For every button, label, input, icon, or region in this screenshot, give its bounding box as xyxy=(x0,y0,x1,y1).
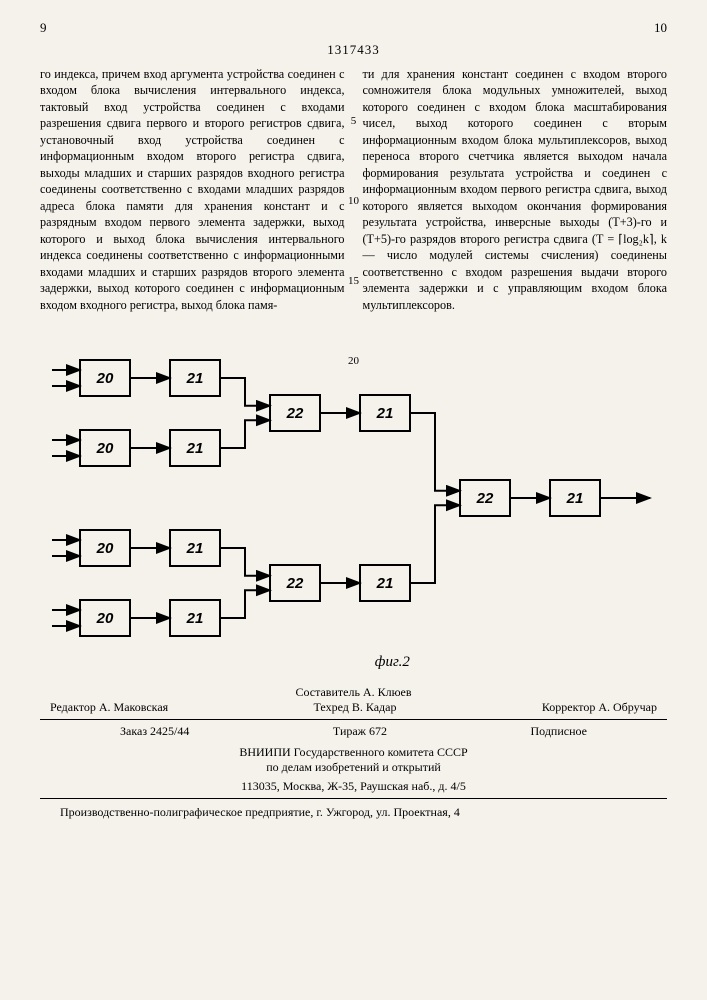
patent-number: 1317433 xyxy=(40,42,667,58)
connector xyxy=(410,505,460,583)
block-label: 21 xyxy=(186,370,204,387)
block-label: 21 xyxy=(376,575,394,592)
figure-label: фиг.2 xyxy=(375,654,410,671)
connector xyxy=(410,413,460,491)
block-label: 21 xyxy=(186,610,204,627)
compiler: Составитель А. Клюев xyxy=(40,685,667,700)
block-diagram-fig2: 20 21 20 21 22 21 20 21 20 21 22 21 22 21 фиг.2 xyxy=(40,325,660,675)
column-left: го индекса, причем вход аргумента устрой… xyxy=(40,66,345,313)
block-label: 22 xyxy=(286,575,304,592)
block-label: 21 xyxy=(376,405,394,422)
connector xyxy=(220,420,270,448)
text-columns: го индекса, причем вход аргумента устрой… xyxy=(40,66,667,313)
block-label: 20 xyxy=(96,440,114,457)
block-label: 21 xyxy=(186,540,204,557)
page-number-left: 9 xyxy=(40,20,47,36)
block-label: 22 xyxy=(286,405,304,422)
block-label: 21 xyxy=(566,490,584,507)
production-info: Производственно-полиграфическое предприя… xyxy=(40,805,667,820)
org-line-2: по делам изобретений и открытий xyxy=(40,760,667,775)
line-number: 10 xyxy=(344,194,364,209)
corrector: Корректор А. Обручар xyxy=(542,700,657,715)
signed-label: Подписное xyxy=(531,724,588,739)
block-label: 20 xyxy=(96,610,114,627)
block-label: 21 xyxy=(186,440,204,457)
techred: Техред В. Кадар xyxy=(314,700,397,715)
column-right: ти для хранения констант соединен с вход… xyxy=(363,66,668,313)
connector xyxy=(220,590,270,618)
footer: Составитель А. Клюев Редактор А. Маковск… xyxy=(40,685,667,820)
org-line-1: ВНИИПИ Государственного комитета СССР xyxy=(40,745,667,760)
page-number-right: 10 xyxy=(654,20,667,36)
block-label: 20 xyxy=(96,370,114,387)
address: 113035, Москва, Ж-35, Раушская наб., д. … xyxy=(40,779,667,794)
block-label: 22 xyxy=(476,490,494,507)
order-number: Заказ 2425/44 xyxy=(120,724,189,739)
line-number: 15 xyxy=(344,274,364,289)
connector xyxy=(220,548,270,576)
connector xyxy=(220,378,270,406)
line-number: 5 xyxy=(344,114,364,129)
block-label: 20 xyxy=(96,540,114,557)
tirage: Тираж 672 xyxy=(333,724,387,739)
editor: Редактор А. Маковская xyxy=(50,700,168,715)
